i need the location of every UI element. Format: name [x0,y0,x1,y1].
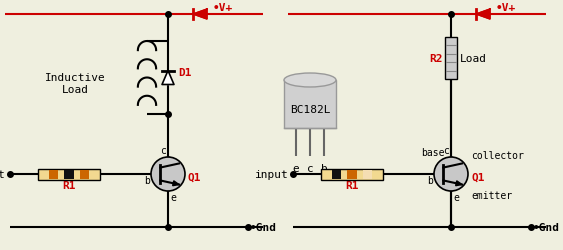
Text: Q1: Q1 [188,172,202,182]
Text: e: e [453,192,459,202]
FancyBboxPatch shape [64,170,74,179]
FancyBboxPatch shape [321,169,383,180]
Text: c: c [160,146,166,156]
Text: Q1: Q1 [471,172,485,182]
Text: R2: R2 [430,54,443,64]
Circle shape [434,157,468,191]
Text: D1: D1 [178,68,191,78]
Polygon shape [476,10,490,20]
Text: base: base [421,148,445,157]
Text: Load: Load [460,54,487,64]
Text: e: e [170,192,176,202]
Text: c: c [307,163,314,173]
Text: collector: collector [471,150,524,160]
FancyBboxPatch shape [332,170,341,179]
Polygon shape [162,71,174,85]
Text: •Gnd: •Gnd [533,222,560,232]
Text: input: input [0,169,6,179]
Text: BC182L: BC182L [290,104,330,115]
Text: Load: Load [61,85,88,94]
FancyBboxPatch shape [347,170,356,179]
Circle shape [151,157,185,191]
Ellipse shape [284,74,336,88]
Text: R1: R1 [345,181,359,191]
FancyBboxPatch shape [445,38,457,80]
Text: b: b [427,175,433,185]
Text: c: c [443,146,449,156]
Polygon shape [455,181,462,186]
Text: •V+: •V+ [213,3,233,13]
Polygon shape [173,181,179,186]
FancyBboxPatch shape [38,169,100,180]
Text: input: input [255,169,289,179]
Text: b: b [320,163,327,173]
FancyBboxPatch shape [49,170,58,179]
Text: b: b [144,175,150,185]
Text: e: e [293,163,300,173]
Text: •Gnd: •Gnd [250,222,277,232]
Text: R1: R1 [62,181,76,191]
Text: Inductive: Inductive [44,73,105,83]
FancyBboxPatch shape [80,170,89,179]
Text: •V+: •V+ [496,3,516,13]
FancyBboxPatch shape [363,170,372,179]
Text: emitter: emitter [471,190,512,200]
Polygon shape [193,10,207,20]
FancyBboxPatch shape [284,81,336,128]
